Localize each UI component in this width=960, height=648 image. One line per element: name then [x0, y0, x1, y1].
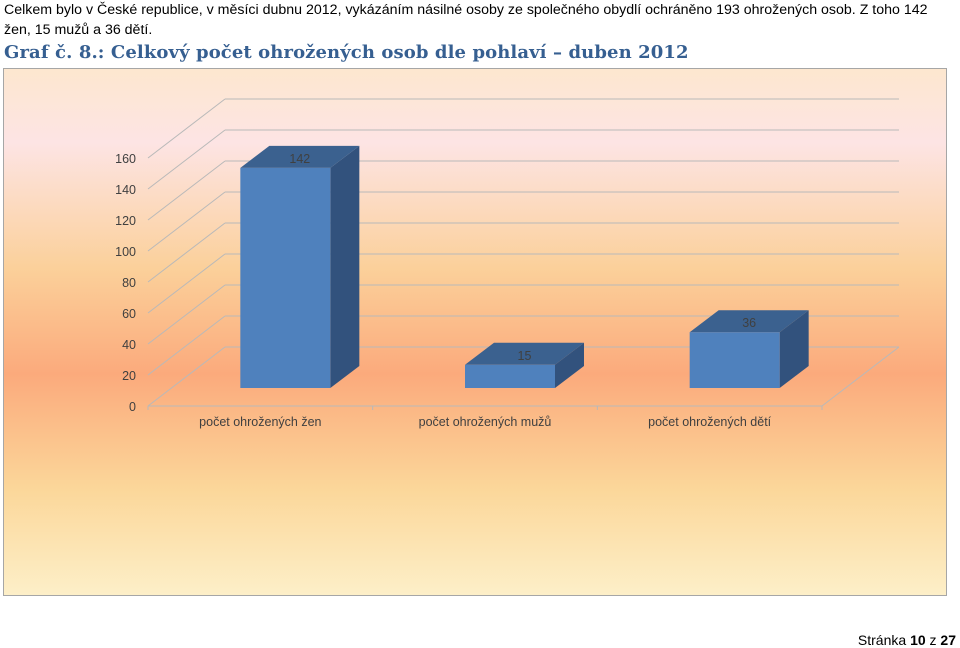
bar	[465, 364, 555, 388]
data-label: 15	[518, 349, 532, 363]
bar-side	[555, 342, 584, 388]
y-tick-label: 120	[115, 214, 136, 228]
bar-top	[689, 310, 809, 333]
y-tick-label: 60	[122, 307, 136, 321]
page-footer: Stránka 10 z 27	[858, 632, 956, 648]
x-category-label: počet ohrožených žen	[199, 415, 321, 429]
footer-total-pages: 27	[940, 632, 956, 648]
bar	[689, 332, 780, 388]
bar-top	[465, 342, 584, 365]
chart-frame: 0 20 40 60 80 100 120 140 160 142 počet ohrožených…	[3, 68, 947, 596]
footer-page-number: 10	[910, 632, 926, 648]
data-label: 36	[742, 316, 756, 330]
x-category-label: počet ohrožených dětí	[648, 415, 772, 429]
bar-side	[779, 310, 809, 388]
side-grid-line	[147, 284, 226, 345]
side-grid-line	[147, 191, 226, 252]
footer-separator: z	[929, 632, 937, 648]
side-grid-line	[147, 98, 226, 159]
figure-heading: Graf č. 8.: Celkový počet ohrožených oso…	[4, 42, 689, 63]
side-grid-line	[147, 346, 226, 407]
x-category-label: počet ohrožených mužů	[419, 415, 552, 429]
side-grid-line	[147, 222, 226, 283]
y-tick-label: 40	[122, 338, 136, 352]
y-tick-label: 160	[115, 152, 136, 166]
intro-paragraph: Celkem bylo v České republice, v měsíci …	[4, 2, 928, 38]
y-tick-label: 140	[115, 183, 136, 197]
bar-chart-3d: 0 20 40 60 80 100 120 140 160 142 počet ohrožených…	[115, 98, 900, 429]
side-grid-line	[147, 129, 226, 190]
bar-side	[330, 145, 360, 388]
floor-right-edge	[821, 346, 900, 407]
bar	[240, 167, 331, 388]
bar-top	[240, 145, 360, 168]
y-tick-label: 0	[129, 400, 136, 414]
y-tick-label: 100	[115, 245, 136, 259]
footer-prefix: Stránka	[857, 632, 907, 648]
side-grid-line	[147, 253, 226, 314]
y-tick-label: 80	[122, 276, 136, 290]
side-grid-line	[147, 160, 226, 221]
y-tick-label: 20	[122, 369, 136, 383]
side-grid-line	[147, 315, 226, 376]
data-label: 142	[289, 152, 310, 166]
